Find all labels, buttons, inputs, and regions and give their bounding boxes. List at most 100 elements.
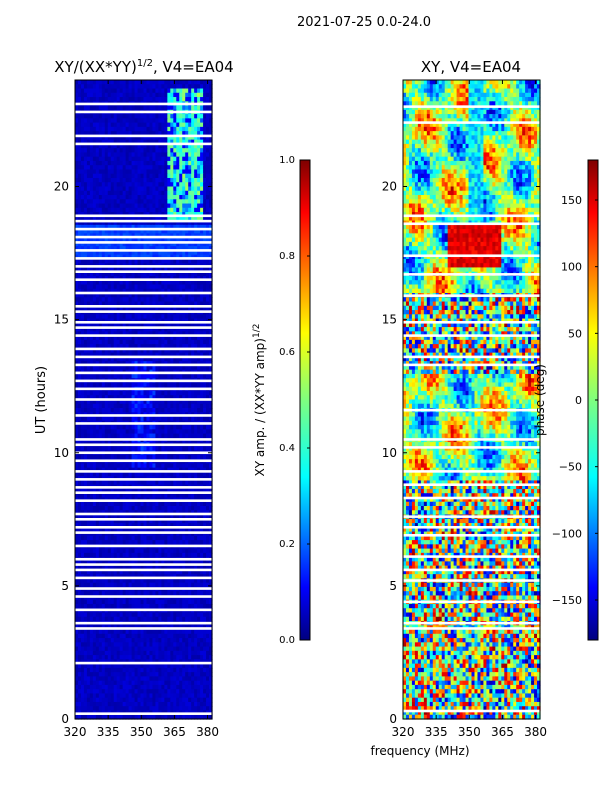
heatmap-cell: [125, 267, 130, 273]
heatmap-cell: [140, 114, 145, 119]
heatmap-cell: [161, 241, 165, 247]
heatmap-cell: [131, 275, 136, 281]
heatmap-cell: [101, 408, 106, 413]
heatmap-cell: [119, 199, 124, 205]
heatmap-cell: [167, 297, 171, 303]
heatmap-cell: [158, 275, 162, 281]
heatmap-cell: [146, 169, 151, 175]
heatmap-cell: [95, 246, 100, 251]
heatmap-cell: [92, 216, 97, 222]
heatmap-cell: [158, 80, 162, 85]
heatmap-cell: [119, 148, 124, 154]
heatmap-cell: [140, 429, 145, 435]
heatmap-cell: [86, 506, 91, 511]
heatmap-cell: [194, 156, 198, 162]
heatmap-cell: [137, 446, 142, 452]
heatmap-cell: [185, 237, 189, 243]
heatmap-cell: [200, 288, 204, 294]
heatmap-cell: [170, 182, 174, 188]
heatmap-cell: [125, 224, 130, 230]
heatmap-cell: [185, 348, 189, 354]
heatmap-cell: [113, 322, 118, 328]
heatmap-cell: [104, 535, 109, 541]
heatmap-cell: [167, 118, 171, 124]
heatmap-cell: [101, 463, 106, 469]
heatmap-cell: [167, 280, 171, 286]
heatmap-cell: [80, 280, 85, 286]
heatmap-cell: [176, 224, 180, 230]
heatmap-cell: [137, 335, 142, 341]
heatmap-cell: [107, 280, 112, 286]
heatmap-cell: [134, 305, 139, 311]
heatmap-cell: [146, 322, 151, 328]
heatmap-cell: [125, 288, 130, 294]
heatmap-cell: [176, 258, 180, 264]
heatmap-cell: [110, 92, 115, 98]
heatmap-cell: [191, 471, 195, 477]
heatmap-cell: [104, 195, 109, 200]
heatmap-cell: [209, 105, 213, 111]
heatmap-cell: [140, 267, 145, 273]
heatmap-cell: [197, 488, 201, 494]
heatmap-cell: [125, 246, 130, 251]
heatmap-cell: [110, 425, 115, 430]
heatmap-cell: [167, 433, 171, 439]
heatmap-cell: [110, 429, 115, 435]
heatmap-cell: [185, 195, 189, 200]
heatmap-cell: [119, 344, 124, 349]
heatmap-cell: [152, 160, 157, 166]
heatmap-cell: [125, 322, 130, 328]
heatmap-cell: [86, 169, 91, 175]
heatmap-cell: [146, 365, 151, 371]
heatmap-cell: [80, 173, 85, 179]
heatmap-cell: [155, 297, 159, 303]
heatmap-cell: [119, 105, 124, 111]
heatmap-cell: [104, 88, 109, 94]
heatmap-cell: [75, 284, 79, 290]
heatmap-cell: [191, 114, 195, 119]
heatmap-cell: [146, 506, 151, 511]
amplitude-panel-title: XY/(XX*YY)1/2, V4=EA04: [54, 58, 233, 76]
heatmap-cell: [176, 480, 180, 486]
heatmap-cell: [164, 297, 168, 303]
heatmap-cell: [143, 216, 148, 222]
heatmap-cell: [164, 382, 168, 388]
heatmap-cell: [137, 135, 142, 141]
heatmap-cell: [77, 416, 82, 422]
heatmap-cell: [77, 148, 82, 154]
heatmap-cell: [185, 344, 189, 349]
heatmap-cell: [143, 156, 148, 162]
heatmap-cell: [158, 156, 162, 162]
heatmap-cell: [137, 293, 142, 298]
heatmap-cell: [107, 216, 112, 222]
heatmap-cell: [167, 143, 171, 149]
heatmap-cell: [182, 88, 186, 94]
heatmap-cell: [110, 480, 115, 486]
heatmap-cell: [176, 463, 180, 469]
heatmap-cell: [143, 518, 148, 524]
heatmap-cell: [119, 301, 124, 307]
heatmap-cell: [200, 275, 204, 281]
heatmap-cell: [116, 331, 121, 337]
heatmap-cell: [146, 454, 151, 460]
heatmap-cell: [203, 160, 207, 166]
heatmap-cell: [80, 284, 85, 290]
heatmap-cell: [116, 195, 121, 200]
heatmap-cell: [143, 135, 148, 141]
heatmap-cell: [179, 143, 183, 149]
heatmap-cell: [164, 356, 168, 362]
heatmap-cell: [75, 327, 79, 332]
heatmap-cell: [113, 463, 118, 469]
heatmap-cell: [101, 190, 106, 196]
heatmap-cell: [75, 195, 79, 200]
heatmap-cell: [209, 152, 213, 158]
heatmap-cell: [110, 182, 115, 188]
heatmap-cell: [203, 186, 207, 192]
heatmap-cell: [98, 275, 103, 281]
heatmap-cell: [179, 224, 183, 230]
heatmap-cell: [101, 425, 106, 430]
heatmap-cell: [110, 527, 115, 533]
heatmap-cell: [86, 331, 91, 337]
heatmap-cell: [95, 344, 100, 349]
heatmap-cell: [203, 143, 207, 149]
